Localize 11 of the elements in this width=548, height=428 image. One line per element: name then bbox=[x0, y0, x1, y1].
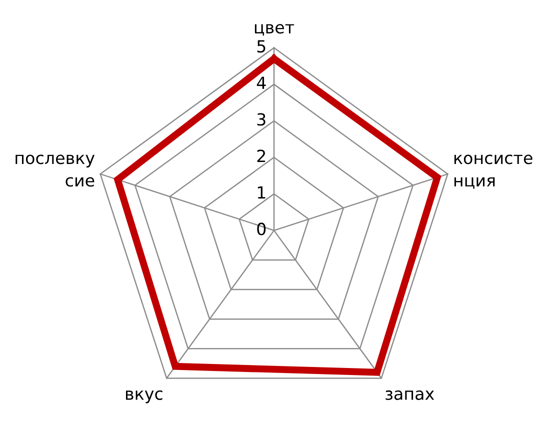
spoke-label: цвет bbox=[254, 24, 294, 36]
y-tick-label: 2 bbox=[257, 150, 266, 162]
y-tick-label: 3 bbox=[257, 113, 266, 126]
y-tick-label: 1 bbox=[258, 186, 266, 199]
spoke-label: запах bbox=[386, 390, 434, 400]
y-tick-label: 5 bbox=[257, 40, 266, 53]
y-tick-label: 4 bbox=[256, 76, 266, 89]
spoke-label: вкус bbox=[126, 390, 162, 404]
y-tick-label: 0 bbox=[257, 222, 266, 236]
spoke-label: консисте нция bbox=[454, 154, 532, 189]
spoke-label: послевку сие bbox=[16, 154, 95, 187]
